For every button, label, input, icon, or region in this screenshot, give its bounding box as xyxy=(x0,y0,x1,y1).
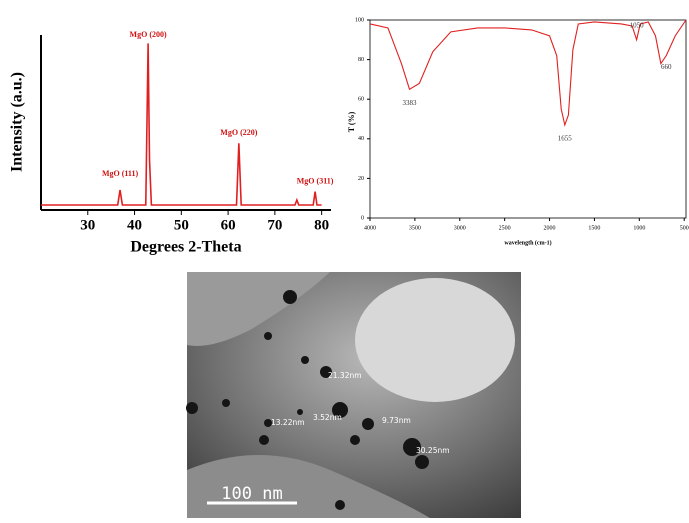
measurement: 13.22nm xyxy=(271,418,305,427)
x-tick-label: 1000 xyxy=(633,225,645,231)
measurement: 9.73nm xyxy=(382,416,411,425)
annotation: MgO (200) xyxy=(130,30,167,39)
data-line xyxy=(370,20,686,125)
y-tick-label: 60 xyxy=(358,97,364,103)
y-axis-label: T (%) xyxy=(347,111,356,132)
x-tick-label: 2500 xyxy=(499,225,511,231)
data-line xyxy=(41,43,322,205)
x-tick-label: 40 xyxy=(127,217,142,233)
annotation: 1050 xyxy=(630,21,645,29)
x-tick-label: 4000 xyxy=(364,225,376,231)
x-tick-label: 3500 xyxy=(409,225,421,231)
measurement: 30.25nm xyxy=(416,446,450,455)
y-tick-label: 100 xyxy=(355,17,364,23)
y-tick-label: 40 xyxy=(358,136,364,142)
figure: 100 nm 21.32nm 13.22nm 3.52nm 9.73nm 30.… xyxy=(0,0,689,518)
annotation: MgO (111) xyxy=(102,169,139,178)
measurement: 3.52nm xyxy=(313,413,342,422)
y-tick-label: 80 xyxy=(358,57,364,63)
x-axis-label: wavelength (cm-1) xyxy=(504,239,551,246)
x-tick-label: 2000 xyxy=(544,225,556,231)
x-tick-label: 1500 xyxy=(588,225,600,231)
plot-frame xyxy=(370,20,686,218)
y-tick-label: 20 xyxy=(358,176,364,182)
measurement: 21.32nm xyxy=(328,371,362,380)
scale-bar-label: 100 nm xyxy=(221,484,282,504)
x-tick-label: 500 xyxy=(680,225,689,231)
annotation: 3383 xyxy=(403,99,418,107)
tem-bright-area xyxy=(355,278,515,402)
x-tick-label: 80 xyxy=(314,217,329,233)
x-tick-label: 60 xyxy=(221,217,236,233)
y-axis-label: Intensity (a.u.) xyxy=(9,72,26,172)
annotation: 660 xyxy=(661,63,672,71)
annotation: MgO (311) xyxy=(297,176,334,185)
tem-image: 100 nm 21.32nm 13.22nm 3.52nm 9.73nm 30.… xyxy=(186,272,521,518)
x-axis-label: Degrees 2-Theta xyxy=(130,239,241,256)
annotation: 1655 xyxy=(558,135,573,143)
annotation: MgO (220) xyxy=(220,128,257,137)
x-tick-label: 50 xyxy=(174,217,189,233)
x-tick-label: 3000 xyxy=(454,225,466,231)
x-tick-label: 70 xyxy=(267,217,282,233)
x-tick-label: 30 xyxy=(80,217,95,233)
y-tick-label: 0 xyxy=(361,215,364,221)
